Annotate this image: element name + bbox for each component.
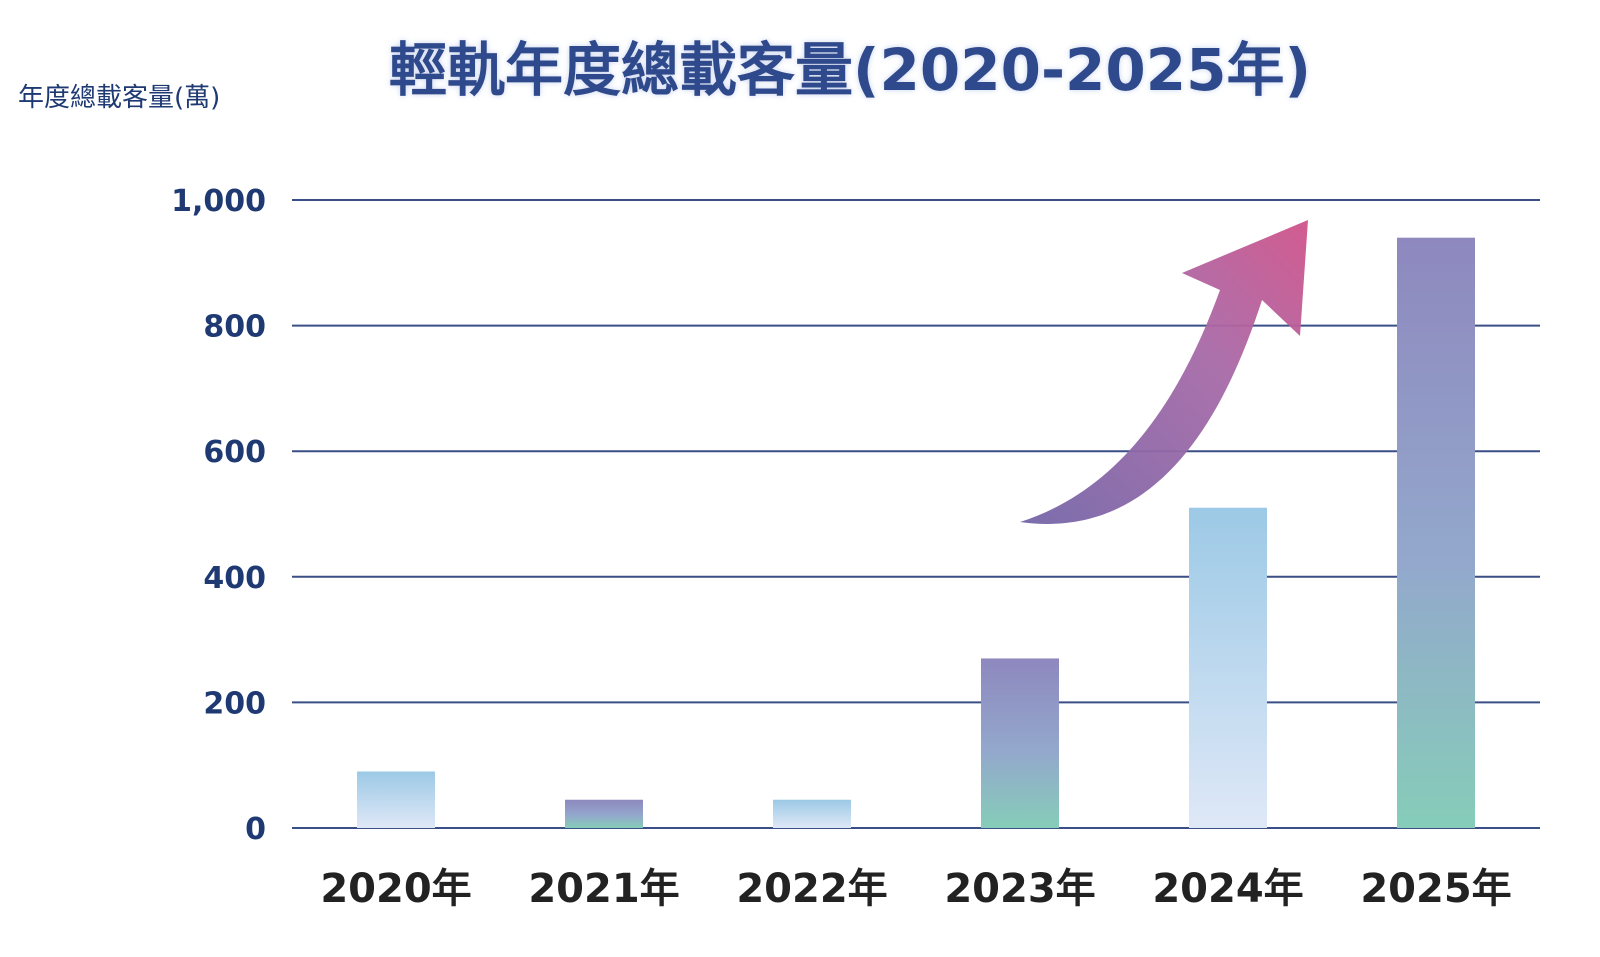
y-tick-label: 800 [203, 310, 266, 345]
bar-2021年 [565, 799, 643, 828]
gridlines [292, 199, 1540, 829]
x-tick-label: 2025年 [1360, 866, 1511, 912]
x-tick-label: 2020年 [320, 866, 471, 912]
bar-2025年 [1397, 237, 1475, 828]
bar-2024年 [1189, 507, 1267, 828]
y-tick-label: 0 [245, 812, 266, 847]
y-axis-label: 年度總載客量(萬) [18, 83, 220, 113]
bars [357, 237, 1475, 828]
x-tick-label: 2023年 [944, 866, 1095, 912]
x-tick-label: 2022年 [736, 866, 887, 912]
y-tick-labels: 0 200 400 600 800 1,000 [171, 184, 266, 847]
x-tick-label: 2021年 [528, 866, 679, 912]
bar-2023年 [981, 658, 1059, 828]
y-tick-label: 200 [203, 686, 266, 721]
y-tick-label: 400 [203, 561, 266, 596]
trend-arrow-icon [1020, 220, 1308, 524]
x-tick-labels: 2020年 2021年 2022年 2023年 2024年 2025年 [320, 866, 1511, 912]
bar-2020年 [357, 771, 435, 828]
x-tick-label: 2024年 [1152, 866, 1303, 912]
chart-title: 輕軌年度總載客量(2020-2025年) [389, 36, 1311, 104]
bar-2022年 [773, 799, 851, 828]
y-tick-label: 1,000 [171, 184, 266, 219]
y-tick-label: 600 [203, 435, 266, 470]
